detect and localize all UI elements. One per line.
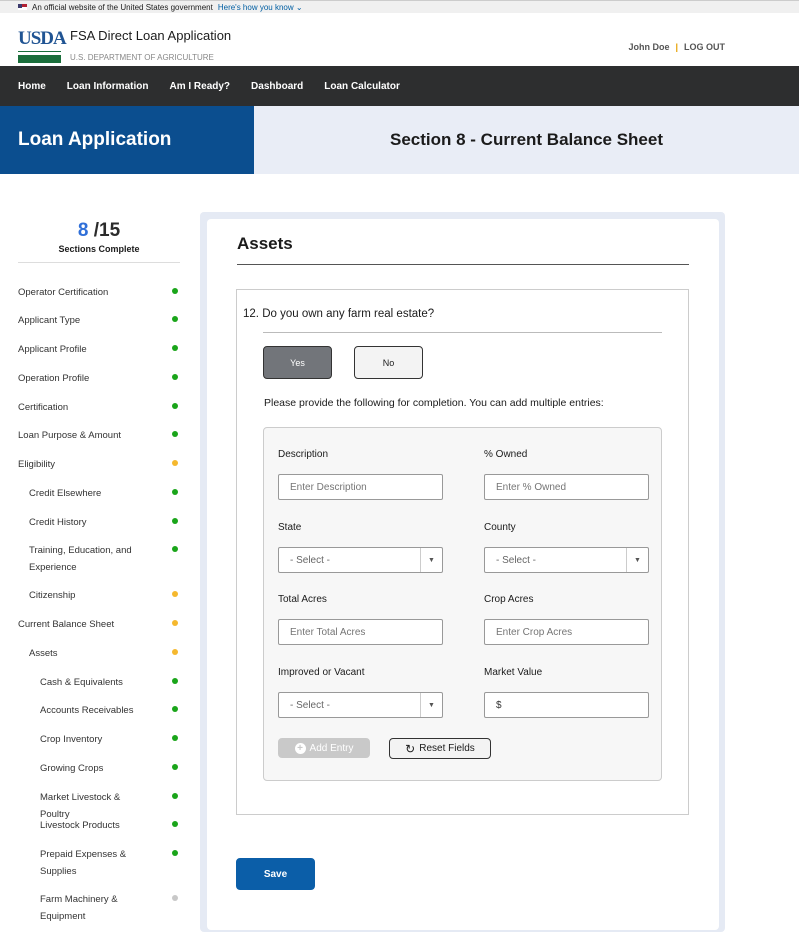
sidebar-item[interactable]: Training, Education, and Experience xyxy=(29,545,132,573)
sidebar-item[interactable]: Applicant Profile xyxy=(18,344,87,355)
question-box xyxy=(236,289,689,815)
status-dot-icon xyxy=(172,316,178,322)
crop-acres-input[interactable] xyxy=(484,619,649,645)
description-label: Description xyxy=(278,449,329,460)
question-text: 12. Do you own any farm real estate? xyxy=(243,308,435,320)
sidebar-item[interactable]: Growing Crops xyxy=(40,763,104,774)
total-acres-input[interactable] xyxy=(278,619,443,645)
sidebar-item[interactable]: Applicant Type xyxy=(18,315,81,326)
sidebar-item[interactable]: Crop Inventory xyxy=(40,734,103,745)
sidebar-item[interactable]: Operator Certification xyxy=(18,287,109,298)
us-flag-icon xyxy=(18,4,27,10)
loan-application-title: Loan Application xyxy=(0,106,254,174)
total-acres-label: Total Acres xyxy=(278,594,327,605)
header: USDA FSA Direct Loan Application U.S. DE… xyxy=(0,13,799,66)
county-label: County xyxy=(484,522,516,533)
sidebar-item[interactable]: Citizenship xyxy=(29,590,76,601)
status-dot-icon xyxy=(172,678,178,684)
county-select[interactable]: - Select - ▼ xyxy=(484,547,649,573)
sidebar-item[interactable]: Credit Elsewhere xyxy=(29,488,102,499)
sidebar-item[interactable]: Cash & Equivalents xyxy=(40,677,123,688)
status-dot-icon xyxy=(172,620,178,626)
improved-label: Improved or Vacant xyxy=(278,667,365,678)
status-dot-icon xyxy=(172,431,178,437)
status-dot-icon xyxy=(172,649,178,655)
status-dot-icon xyxy=(172,793,178,799)
sidebar-item[interactable]: Certification xyxy=(18,402,69,413)
logout-link[interactable]: LOG OUT xyxy=(684,42,725,52)
sidebar-item[interactable]: Assets xyxy=(29,648,58,659)
status-dot-icon xyxy=(172,374,178,380)
nav-loan-information[interactable]: Loan Information xyxy=(66,80,149,92)
status-dot-icon xyxy=(172,735,178,741)
state-select[interactable]: - Select - ▼ xyxy=(278,547,443,573)
status-dot-icon xyxy=(172,460,178,466)
reset-fields-button[interactable]: ↻ Reset Fields xyxy=(389,738,491,759)
sidebar-item[interactable]: Eligibility xyxy=(18,459,55,470)
usda-logo[interactable]: USDA xyxy=(18,28,67,71)
sidebar-item[interactable]: Loan Purpose & Amount xyxy=(18,430,121,441)
assets-heading: Assets xyxy=(237,234,293,253)
status-dot-icon xyxy=(172,895,178,901)
banner-text: An official website of the United States… xyxy=(32,2,213,12)
sidebar-item[interactable]: Current Balance Sheet xyxy=(18,619,115,630)
divider xyxy=(237,264,689,265)
main-nav: Home Loan Information Am I Ready? Dashbo… xyxy=(0,66,799,106)
sidebar-item[interactable]: Market Livestock & Poultry xyxy=(40,792,121,820)
nav-am-i-ready[interactable]: Am I Ready? xyxy=(169,80,231,92)
chevron-down-icon: ▼ xyxy=(420,548,442,572)
refresh-icon: ↻ xyxy=(405,741,416,756)
sidebar-item[interactable]: Prepaid Expenses & Supplies xyxy=(40,849,127,877)
status-dot-icon xyxy=(172,489,178,495)
status-dot-icon xyxy=(172,546,178,552)
no-button[interactable]: No xyxy=(354,346,423,379)
app-name: FSA Direct Loan Application xyxy=(70,28,232,43)
nav-dashboard[interactable]: Dashboard xyxy=(251,80,304,92)
yes-button[interactable]: Yes xyxy=(263,346,332,379)
percent-owned-input[interactable] xyxy=(484,474,649,500)
state-label: State xyxy=(278,522,302,533)
progress-summary: 8 /15 Sections Complete xyxy=(18,220,180,263)
sidebar-item[interactable]: Operation Profile xyxy=(18,373,90,384)
nav-home[interactable]: Home xyxy=(18,80,46,92)
sidebar-item[interactable]: Credit History xyxy=(29,517,87,528)
save-button[interactable]: Save xyxy=(236,858,315,890)
nav-loan-calculator[interactable]: Loan Calculator xyxy=(324,80,400,92)
sidebar-item[interactable]: Farm Machinery & Equipment xyxy=(40,894,118,922)
section-title: Section 8 - Current Balance Sheet xyxy=(254,106,799,174)
status-dot-icon xyxy=(172,821,178,827)
crop-acres-label: Crop Acres xyxy=(484,594,534,605)
sidebar-item[interactable]: Accounts Receivables xyxy=(40,705,134,716)
gov-banner: An official website of the United States… xyxy=(0,0,799,13)
market-value-label: Market Value xyxy=(484,667,543,678)
status-dot-icon xyxy=(172,518,178,524)
department-name: U.S. DEPARTMENT OF AGRICULTURE xyxy=(70,53,214,62)
status-dot-icon xyxy=(172,345,178,351)
improved-select[interactable]: - Select - ▼ xyxy=(278,692,443,718)
chevron-down-icon: ▼ xyxy=(420,693,442,717)
status-dot-icon xyxy=(172,403,178,409)
add-entry-button[interactable]: + Add Entry xyxy=(278,738,370,758)
status-dot-icon xyxy=(172,591,178,597)
how-you-know-link[interactable]: Here's how you know ⌄ xyxy=(217,2,303,12)
status-dot-icon xyxy=(172,850,178,856)
plus-circle-icon: + xyxy=(294,742,306,754)
user-name: John Doe xyxy=(628,42,670,52)
chevron-down-icon: ▼ xyxy=(626,548,648,572)
sidebar-item[interactable]: Livestock Products xyxy=(40,820,120,831)
status-dot-icon xyxy=(172,706,178,712)
market-value-input[interactable]: $ xyxy=(484,692,649,718)
status-dot-icon xyxy=(172,288,178,294)
description-input[interactable] xyxy=(278,474,443,500)
owned-label: % Owned xyxy=(484,449,528,460)
instructions: Please provide the following for complet… xyxy=(264,397,604,409)
status-dot-icon xyxy=(172,764,178,770)
